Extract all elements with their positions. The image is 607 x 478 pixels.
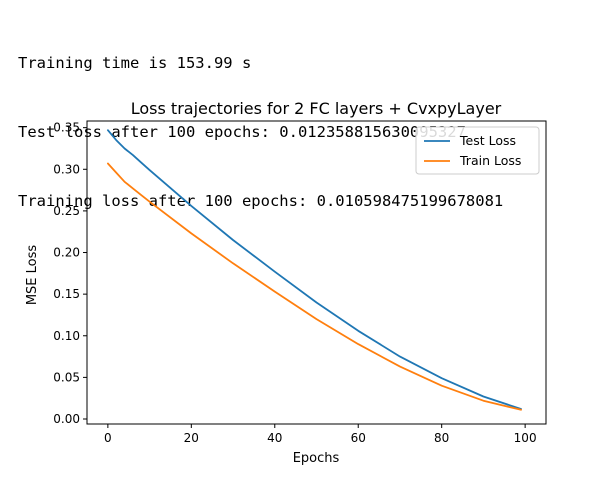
y-tick-label: 0.05 — [53, 370, 80, 384]
x-tick-label: 100 — [514, 431, 537, 445]
series-line-0 — [107, 129, 522, 410]
legend-label: Train Loss — [459, 153, 521, 168]
x-tick-label: 0 — [104, 431, 112, 445]
x-tick-label: 20 — [184, 431, 199, 445]
series-line-1 — [107, 162, 522, 411]
plot-frame — [86, 120, 547, 425]
x-tick-label: 40 — [267, 431, 282, 445]
y-tick-label: 0.10 — [53, 329, 80, 343]
y-tick-label: 0.15 — [53, 287, 80, 301]
chart-title: Loss trajectories for 2 FC layers + Cvxp… — [131, 99, 502, 118]
output-line-training-loss: Training loss after 100 epochs: 0.010598… — [18, 192, 504, 210]
y-tick-label: 0.00 — [53, 412, 80, 426]
output-line-training-time: Training time is 153.99 s — [18, 54, 252, 72]
legend-box — [415, 126, 540, 175]
legend-label: Test Loss — [459, 133, 516, 148]
axis-ticks: 0 20 40 60 80 100 0.00 0.05 0.10 0.15 0.20 0.25 0.30… — [53, 121, 536, 445]
y-tick-label: 0.25 — [53, 204, 80, 218]
plot-lines — [107, 129, 522, 411]
y-tick-label: 0.20 — [53, 246, 80, 260]
x-tick-label: 80 — [434, 431, 449, 445]
legend: Test Loss Train Loss — [415, 126, 540, 175]
x-axis-label: Epochs — [293, 451, 340, 466]
cell-output: Training time is 153.99 s Test loss afte… — [18, 6, 503, 236]
y-tick-label: 0.35 — [53, 121, 80, 135]
y-tick-label: 0.30 — [53, 162, 80, 176]
x-tick-label: 60 — [351, 431, 366, 445]
y-axis-label: MSE Loss — [25, 245, 40, 306]
